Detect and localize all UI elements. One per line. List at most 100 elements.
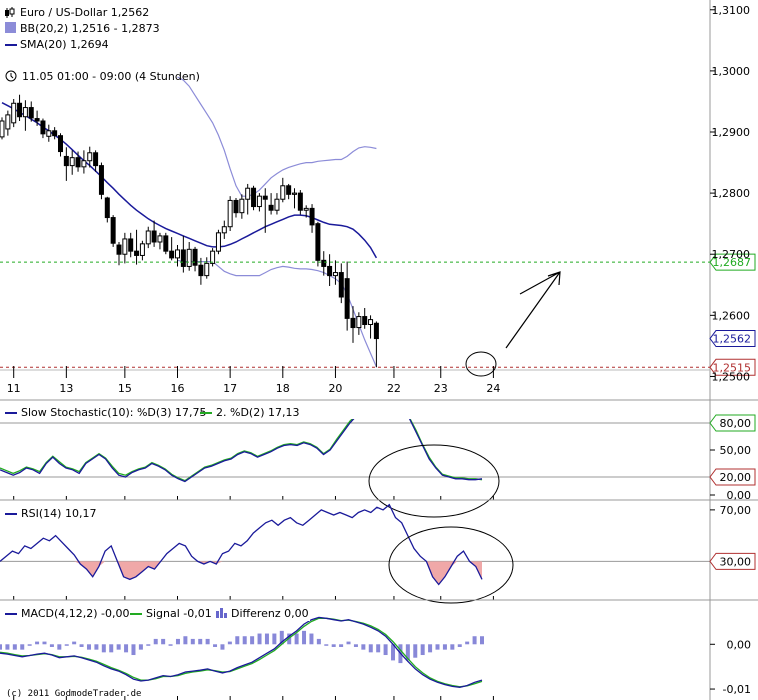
up-arrow-annotation xyxy=(505,271,561,349)
candle-body-down xyxy=(327,265,333,277)
macd-hist-bar xyxy=(205,638,210,645)
macd-hist-bar xyxy=(457,644,462,647)
bb-swatch xyxy=(5,22,16,33)
candle xyxy=(11,99,17,128)
macd-line xyxy=(0,616,483,688)
candle xyxy=(292,188,297,209)
price-tick-label: 1,2800 xyxy=(712,187,751,200)
macd-hist-bar xyxy=(220,644,225,650)
stoch-tick-label: 50,00 xyxy=(720,444,752,457)
macd-hist-bar xyxy=(383,644,388,656)
candle-body-down xyxy=(116,244,122,255)
macd-hist-bar xyxy=(131,644,136,656)
candle xyxy=(163,232,169,255)
price-tick-label: 1,3100 xyxy=(712,4,751,17)
candle xyxy=(122,232,128,264)
marker-tag-shape xyxy=(709,253,756,271)
macd-hist-bar xyxy=(124,644,129,653)
candle xyxy=(128,232,134,258)
candle-body-down xyxy=(151,230,157,243)
bb-upper-line xyxy=(177,76,377,197)
candle xyxy=(28,101,34,122)
candle xyxy=(245,183,251,215)
legend-sma: SMA(20) 1,2694 xyxy=(20,38,109,51)
price-tick-label: 1,2700 xyxy=(712,248,751,261)
macd-hist-bar xyxy=(435,644,440,650)
candle xyxy=(46,124,52,142)
candle xyxy=(40,118,46,139)
candle xyxy=(221,220,227,239)
candle-body-up xyxy=(11,102,17,124)
macd-hist-bar xyxy=(316,638,321,645)
macd-hist-bar xyxy=(428,644,433,653)
macd-legend-diff: Differenz 0,00 xyxy=(231,607,309,620)
macd-hist-bar xyxy=(309,633,314,645)
macd-hist-bar xyxy=(161,638,166,645)
candle-body-up xyxy=(0,120,5,138)
macd-hist-bar xyxy=(168,644,173,646)
macd-hist-bar xyxy=(146,644,151,646)
candle xyxy=(268,193,274,215)
candle xyxy=(332,260,338,285)
candle xyxy=(309,204,315,233)
candle-body-up xyxy=(175,249,180,259)
candle-body-down xyxy=(344,278,350,319)
candle-body-down xyxy=(40,120,46,135)
candle xyxy=(186,242,192,271)
candle-body-down xyxy=(180,249,186,267)
macd-hist-bar xyxy=(213,644,218,647)
macd-hist-bar xyxy=(450,644,455,650)
rsi-fill-area xyxy=(0,561,482,585)
candle-body-down xyxy=(52,130,58,137)
candle-body-down xyxy=(104,197,110,219)
rsi-axis: 70,00 30,00 xyxy=(709,504,756,570)
candle xyxy=(192,246,198,272)
macd-hist-bar xyxy=(198,638,203,645)
candle xyxy=(239,194,245,219)
candle xyxy=(134,229,140,265)
histogram-icon xyxy=(216,608,227,618)
macd-hist-bar xyxy=(79,644,84,647)
x-tick-label: 24 xyxy=(486,382,500,395)
macd-axis: 0,00 -0,01 xyxy=(710,638,751,696)
stoch-tick-label: 0,00 xyxy=(727,489,752,502)
clock-icon xyxy=(5,70,17,82)
macd-hist-bar xyxy=(324,644,329,646)
macd-hist-bar xyxy=(27,644,32,646)
candle-body-up xyxy=(303,207,309,211)
candle-body-up xyxy=(145,230,151,245)
price-markers: 1,2687 1,2562 1,2515 xyxy=(0,253,756,376)
candle xyxy=(215,229,221,255)
macd-tick-label: -0,01 xyxy=(723,683,751,696)
rsi-oversold-fill xyxy=(0,561,482,585)
candle-body-down xyxy=(98,165,104,195)
macd-hist-bar xyxy=(287,633,292,645)
macd-hist-bar xyxy=(294,633,299,645)
candle-body-down xyxy=(17,102,23,118)
candle xyxy=(227,196,233,231)
candle xyxy=(93,150,99,172)
x-tick-label: 16 xyxy=(171,382,185,395)
macd-hist-bar xyxy=(250,636,255,645)
macd-hist-bar xyxy=(109,644,114,653)
x-tick-label: 22 xyxy=(387,382,401,395)
candle-body-down xyxy=(268,204,274,211)
candle-body-down xyxy=(309,207,315,226)
macd-hist-bar xyxy=(35,641,40,645)
x-tick-label: 11 xyxy=(7,382,21,395)
macd-hist-bar xyxy=(242,636,247,645)
stoch-legend-d2: 2. %D(2) 17,13 xyxy=(216,406,299,419)
candle-body-up xyxy=(280,185,286,200)
marker-tag-label: 1,2562 xyxy=(713,333,752,346)
macd-hist-bar xyxy=(116,644,121,650)
candle-body-up xyxy=(215,232,221,252)
x-tick-label: 23 xyxy=(434,382,448,395)
rsi-circle-annotation xyxy=(388,526,514,604)
x-tick-label: 17 xyxy=(223,382,237,395)
x-tick-label: 13 xyxy=(59,382,73,395)
macd-histogram xyxy=(0,630,484,664)
candles xyxy=(0,94,379,368)
candle-body-down xyxy=(58,135,63,153)
candle-body-down xyxy=(75,157,81,168)
candle-body-down xyxy=(315,223,321,261)
